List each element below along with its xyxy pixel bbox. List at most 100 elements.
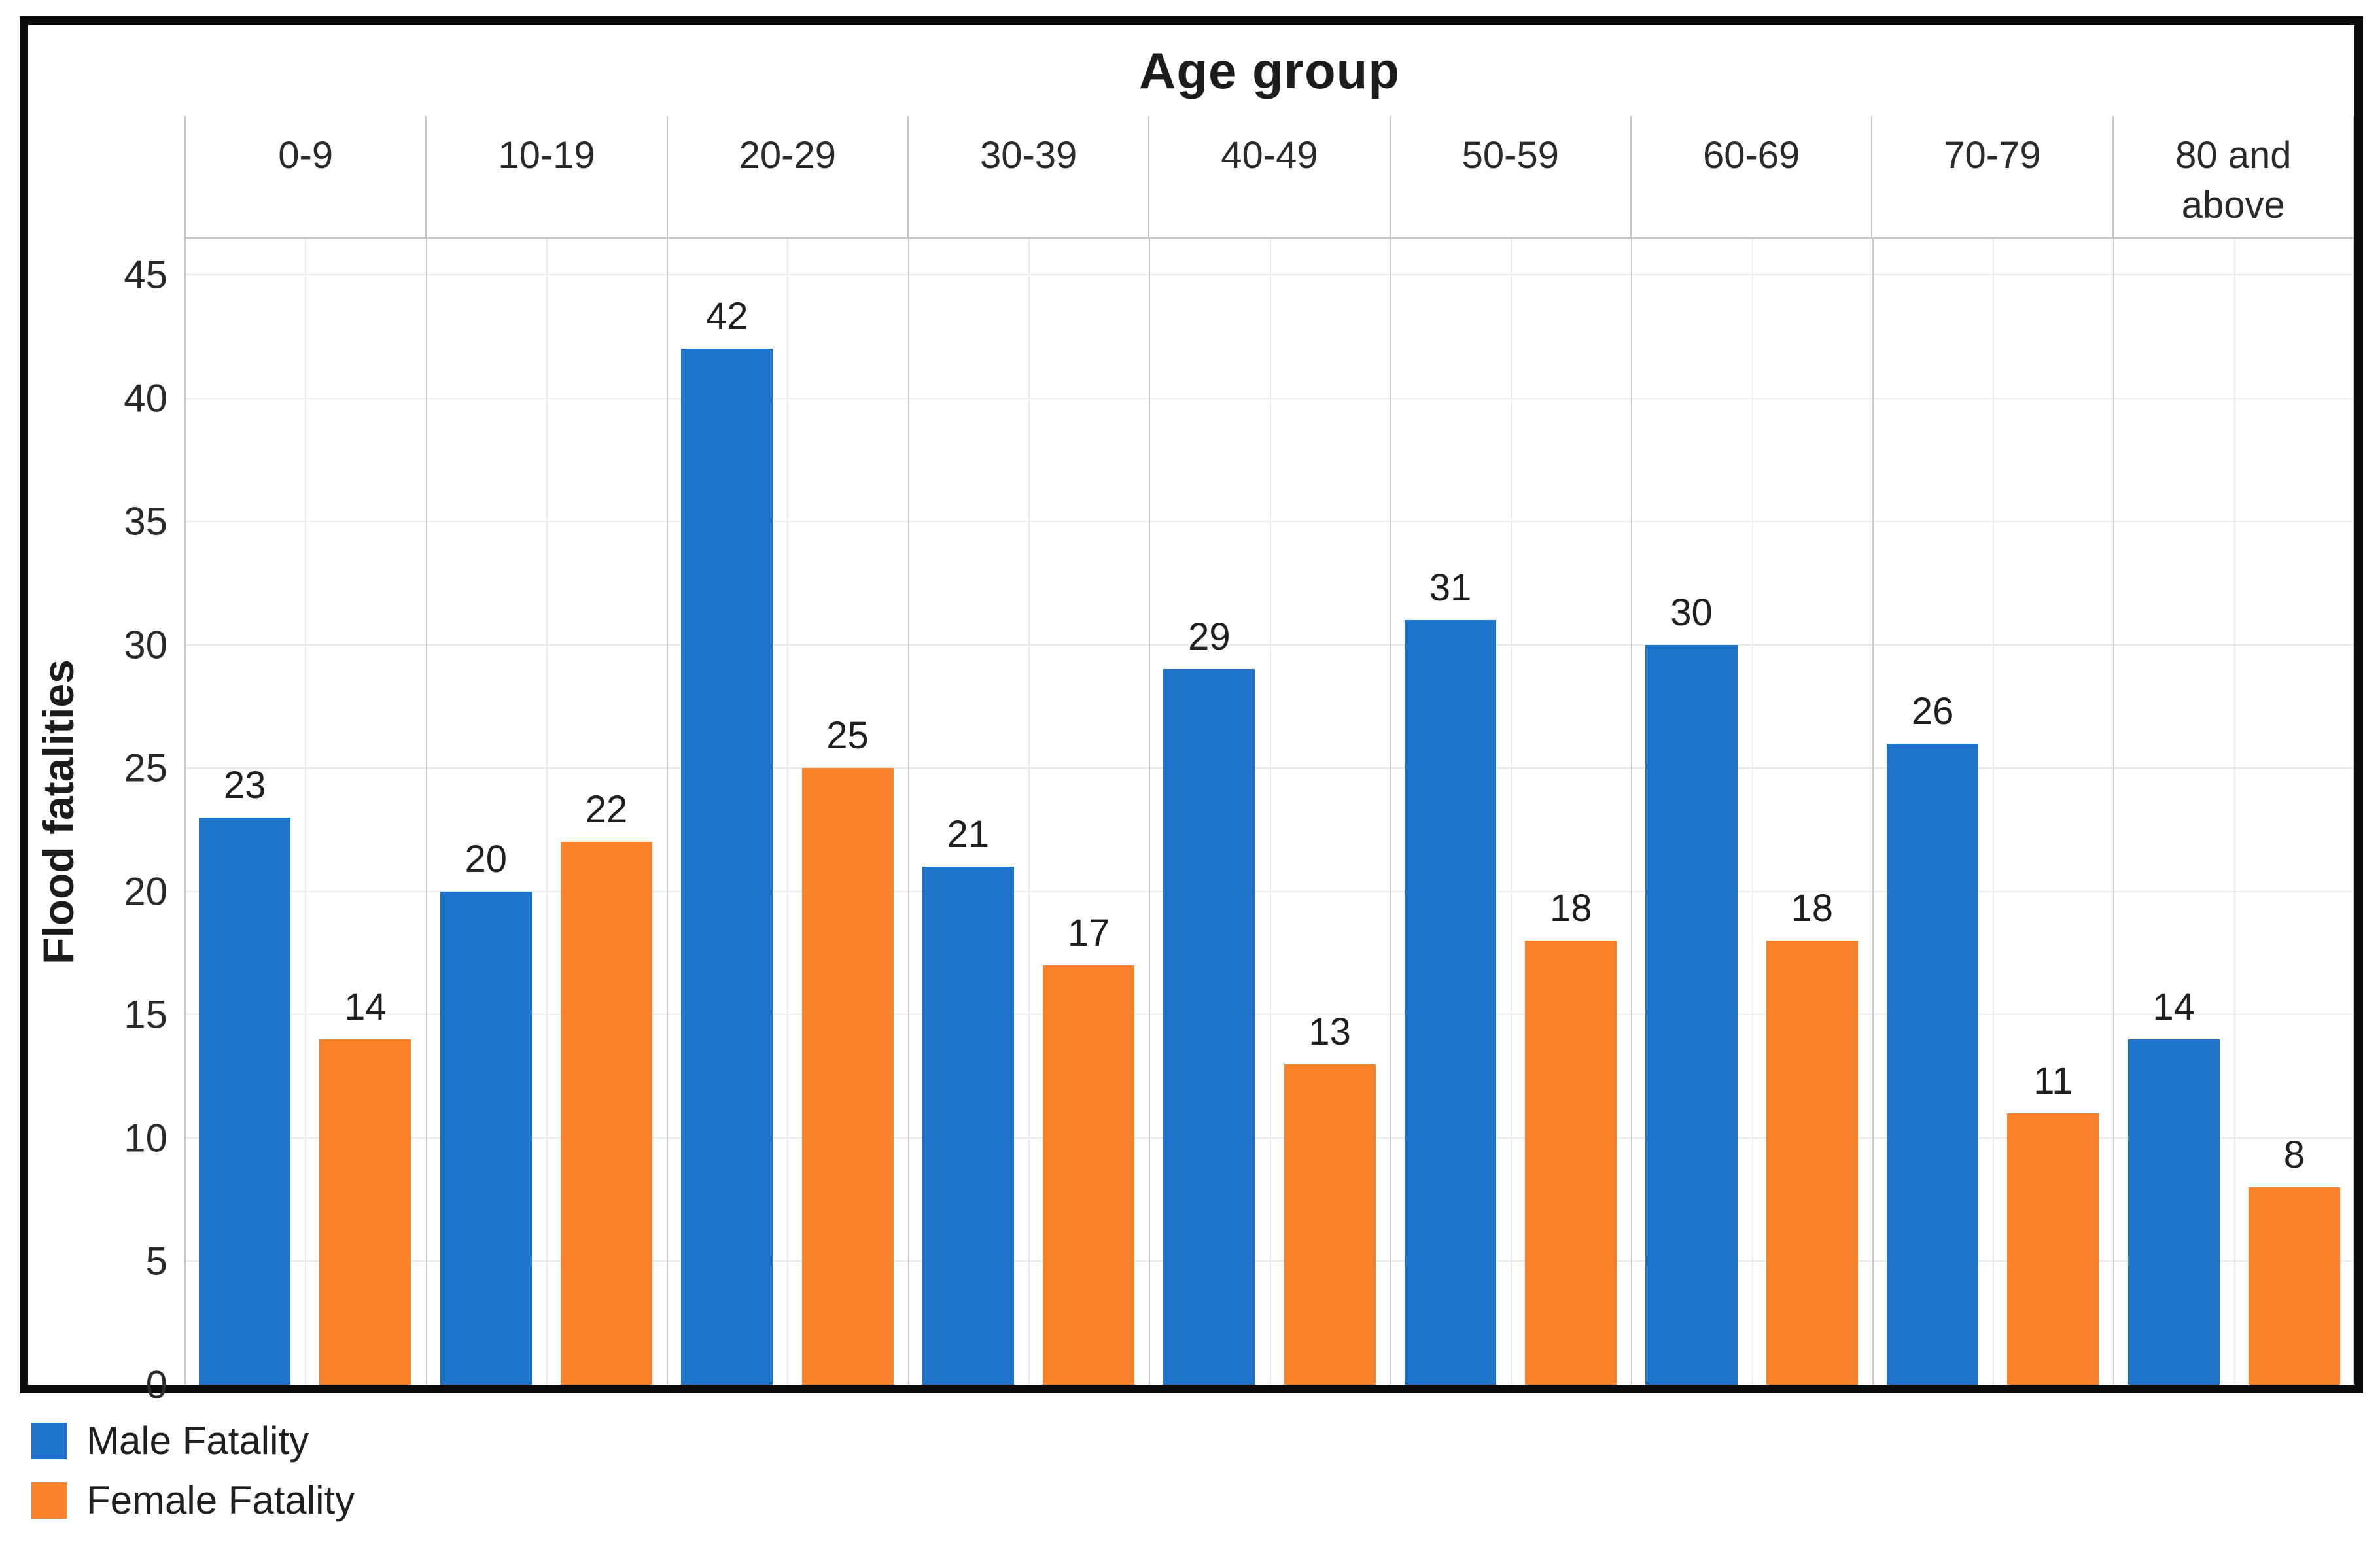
y-tick-label: 40 [124,376,167,421]
v-gridline [2353,239,2354,1385]
bar-cell: 42 [667,239,787,1385]
bar-group: 29 13 [1149,239,1390,1385]
bar-cell: 13 [1270,239,1390,1385]
v-gridline [908,239,909,1385]
age-group-header-cell: 30-39 [907,116,1148,237]
age-group-header-label: 60-69 [1702,134,1800,177]
bar-male [922,867,1014,1385]
h-gridline [184,521,2354,523]
bar-cell: 17 [1028,239,1149,1385]
bar-group: 14 8 [2114,239,2355,1385]
bar-value-label: 8 [2283,1134,2305,1176]
bar-cell: 14 [2114,239,2234,1385]
v-gridline [1752,239,1753,1385]
bar-male [1404,620,1496,1385]
age-group-header-cell: 0-9 [184,116,425,237]
bar-male [1645,645,1738,1385]
bar-cell: 18 [1752,239,1872,1385]
bar-group: 42 25 [667,239,908,1385]
legend-item: Male Fatality [31,1418,355,1463]
v-gridline [1390,239,1391,1385]
bar-cell: 8 [2234,239,2354,1385]
bar-male [440,892,532,1385]
age-group-header-label: 40-49 [1221,134,1318,177]
y-axis-ticks: 0 5 10 15 20 25 30 35 40 45 [28,239,184,1407]
y-tick-label: 45 [124,252,167,297]
age-group-header-cell: 60-69 [1630,116,1871,237]
bar-female [2007,1113,2099,1385]
age-group-header-cell: 20-29 [666,116,907,237]
v-gridline [184,239,186,1385]
age-group-header-label: 0-9 [278,134,334,177]
v-gridline [1028,239,1030,1385]
bar-female [560,842,652,1385]
age-group-header-cell: 10-19 [425,116,666,237]
y-tick-label: 15 [124,992,167,1037]
legend: Male Fatality Female Fatality [31,1418,355,1523]
age-group-header-cell: 50-59 [1389,116,1630,237]
bar-cell: 25 [787,239,907,1385]
bar-female [2248,1187,2340,1385]
bar-value-label: 29 [1188,616,1231,658]
bar-cell: 23 [184,239,305,1385]
v-gridline [1993,239,1994,1385]
bar-group: 23 14 [184,239,426,1385]
bar-female [1766,941,1858,1385]
bar-value-label: 30 [1670,591,1713,634]
y-tick-label: 20 [124,869,167,914]
bar-female [1043,965,1135,1385]
v-gridline [2113,239,2114,1385]
v-gridline [2234,239,2235,1385]
age-group-header-label: 20-29 [739,134,836,177]
v-gridline [426,239,427,1385]
h-gridline [184,397,2354,399]
bar-female [319,1039,411,1385]
chart-title: Age group [1139,41,1400,99]
h-gridline [184,767,2354,769]
bar-group: 30 18 [1631,239,1872,1385]
bar-value-label: 26 [1911,690,1954,733]
y-tick-label: 35 [124,499,167,544]
bar-value-label: 42 [706,295,748,338]
bar-cell: 22 [546,239,667,1385]
v-gridline [305,239,306,1385]
bar-cell: 11 [1993,239,2113,1385]
age-group-header-label: 30-39 [979,134,1077,177]
v-gridline [1270,239,1271,1385]
bar-group: 31 18 [1390,239,1632,1385]
y-tick-label: 5 [145,1239,167,1283]
y-tick-label: 30 [124,623,167,667]
v-gridline [546,239,548,1385]
age-group-header-cell: 80 and above [2112,116,2354,237]
bar-male [199,818,291,1385]
plot-area: 23 14 20 22 42 25 21 17 29 13 31 18 30 18 26 11 14 8 [184,239,2354,1385]
bar-value-label: 25 [826,714,869,757]
bar-group: 26 11 [1872,239,2114,1385]
y-tick-label: 0 [145,1363,167,1407]
h-gridline [184,890,2354,892]
bar-cell: 18 [1511,239,1631,1385]
age-group-header-label: 10-19 [498,134,595,177]
legend-label: Male Fatality [86,1419,309,1463]
bar-cell: 31 [1390,239,1511,1385]
bar-female [1525,941,1617,1385]
bar-value-label: 14 [344,986,387,1028]
age-group-header-cell: 40-49 [1148,116,1389,237]
y-tick-label: 25 [124,746,167,790]
legend-item: Female Fatality [31,1478,355,1523]
bar-cell: 20 [426,239,546,1385]
bar-cell: 14 [305,239,425,1385]
h-gridline [184,1014,2354,1016]
bar-value-label: 22 [585,788,628,831]
bar-group: 20 22 [426,239,667,1385]
bar-female [1284,1064,1376,1385]
bar-cell: 21 [908,239,1028,1385]
bar-male [1887,744,1979,1385]
bar-value-label: 31 [1429,566,1472,609]
h-gridline [184,1260,2354,1262]
v-gridline [787,239,788,1385]
h-gridline [184,274,2354,275]
bar-male [1163,669,1255,1385]
v-gridline [667,239,668,1385]
